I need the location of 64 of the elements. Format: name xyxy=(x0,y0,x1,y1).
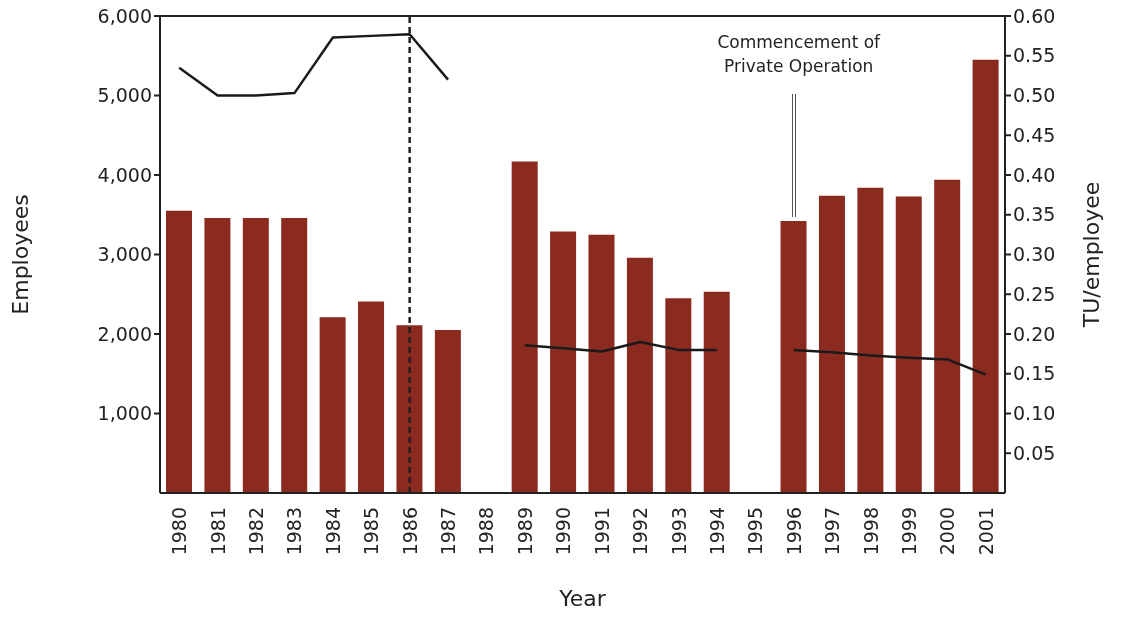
bar xyxy=(550,231,577,493)
bar xyxy=(358,301,385,493)
x-tick-label: 2001 xyxy=(974,507,997,556)
bar xyxy=(281,217,308,493)
x-tick-label: 1996 xyxy=(782,507,805,556)
bar xyxy=(166,210,192,493)
x-tick-label: 1987 xyxy=(437,507,460,556)
x-tick-label: 1984 xyxy=(321,507,344,556)
bar xyxy=(511,161,538,493)
bar xyxy=(972,59,999,493)
y-tick-label: 2,000 xyxy=(97,322,152,345)
x-tick-label: 1983 xyxy=(283,507,306,556)
x-tick-label: 1998 xyxy=(859,507,882,556)
x-tick-label: 2000 xyxy=(936,507,959,556)
bar xyxy=(319,317,346,493)
y2-tick-label: 0.15 xyxy=(1013,362,1056,385)
y-tick-label: 1,000 xyxy=(97,402,152,425)
x-tick-label: 1999 xyxy=(897,507,920,556)
y2-tick-label: 0.45 xyxy=(1013,123,1056,146)
bar xyxy=(626,257,653,493)
y2-axis-title: TU/employee xyxy=(1078,181,1104,329)
x-tick-label: 1989 xyxy=(513,507,536,556)
y2-tick-label: 0.40 xyxy=(1013,163,1056,186)
y2-tick-label: 0.05 xyxy=(1013,441,1056,464)
bar xyxy=(934,179,961,493)
y2-tick-label: 0.30 xyxy=(1013,243,1056,266)
y-tick-label: 6,000 xyxy=(97,4,152,27)
x-tick-label: 1991 xyxy=(590,507,613,556)
x-axis-title: Year xyxy=(558,585,607,611)
x-tick-label: 1986 xyxy=(398,507,421,556)
x-tick-label: 1980 xyxy=(168,507,191,556)
y2-tick-label: 0.35 xyxy=(1013,203,1056,226)
x-tick-label: 1993 xyxy=(667,507,690,556)
y-tick-label: 4,000 xyxy=(97,163,152,186)
x-tick-label: 1981 xyxy=(206,507,229,556)
bar xyxy=(204,217,231,493)
y2-tick-label: 0.60 xyxy=(1013,4,1056,27)
bar xyxy=(818,195,845,493)
annotation: Commencement of Private Operation xyxy=(716,31,882,78)
bar xyxy=(665,298,692,493)
bar xyxy=(780,221,807,493)
x-tick-label: 1997 xyxy=(821,507,844,556)
x-tick-label: 1992 xyxy=(629,507,652,556)
y-axis-title: Employees xyxy=(7,194,33,315)
x-tick-label: 1990 xyxy=(552,507,575,556)
bar xyxy=(434,330,461,493)
bar xyxy=(396,325,423,493)
bar xyxy=(857,187,884,493)
bar xyxy=(242,217,269,493)
y-tick-label: 3,000 xyxy=(97,243,152,266)
x-tick-label: 1985 xyxy=(360,507,383,556)
y2-tick-label: 0.50 xyxy=(1013,84,1056,107)
y2-tick-label: 0.20 xyxy=(1013,322,1056,345)
y2-tick-label: 0.55 xyxy=(1013,44,1056,67)
y-tick-label: 5,000 xyxy=(97,84,152,107)
x-tick-label: 1994 xyxy=(705,507,728,556)
y2-tick-label: 0.25 xyxy=(1013,282,1056,305)
y2-tick-label: 0.10 xyxy=(1013,402,1056,425)
x-tick-label: 1988 xyxy=(475,507,498,556)
bar xyxy=(895,196,922,493)
bar xyxy=(588,234,615,493)
x-tick-label: 1995 xyxy=(744,507,767,556)
x-tick-label: 1982 xyxy=(245,507,268,556)
bar xyxy=(703,291,730,493)
